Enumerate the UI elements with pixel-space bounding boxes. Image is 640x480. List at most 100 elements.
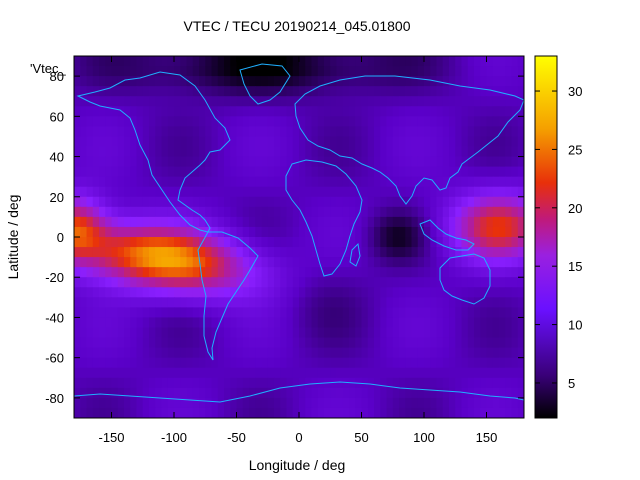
heatmap-cell	[174, 287, 181, 298]
heatmap-cell	[417, 196, 425, 208]
heatmap-cell	[186, 247, 194, 258]
heatmap-cell	[336, 56, 344, 67]
heatmap-cell	[336, 156, 344, 168]
heatmap-cell	[274, 407, 281, 418]
heatmap-cell	[461, 357, 469, 369]
heatmap-cell	[92, 166, 100, 178]
heatmap-cell	[130, 156, 138, 168]
heatmap-cell	[330, 96, 338, 107]
heatmap-cell	[517, 297, 524, 308]
heatmap-cell	[142, 56, 150, 67]
heatmap-cell	[117, 196, 125, 208]
heatmap-cell	[286, 146, 294, 158]
heatmap-cell	[305, 126, 313, 138]
heatmap-cell	[217, 126, 225, 138]
heatmap-cell	[161, 136, 169, 148]
heatmap-cell	[317, 237, 325, 248]
heatmap-cell	[336, 96, 344, 107]
heatmap-cell	[274, 377, 281, 389]
heatmap-cell	[224, 76, 231, 87]
heatmap-cell	[99, 277, 106, 288]
heatmap-cell	[255, 407, 263, 418]
heatmap-cell	[261, 357, 269, 369]
heatmap-cell	[449, 247, 456, 258]
heatmap-cell	[436, 347, 444, 359]
heatmap-cell	[80, 367, 88, 379]
heatmap-cell	[492, 277, 500, 288]
heatmap-cell	[380, 287, 388, 298]
heatmap-cell	[267, 86, 275, 97]
heatmap-cell	[405, 387, 413, 399]
heatmap-cell	[92, 206, 100, 218]
heatmap-cell	[480, 196, 488, 208]
heatmap-cell	[192, 307, 200, 319]
heatmap-cell	[261, 226, 269, 238]
heatmap-cell	[142, 76, 150, 87]
heatmap-cell	[342, 377, 350, 389]
heatmap-cell	[186, 206, 194, 218]
heatmap-cell	[155, 206, 163, 218]
heatmap-cell	[411, 166, 419, 178]
heatmap-cell	[411, 216, 419, 228]
heatmap-cell	[117, 357, 125, 369]
heatmap-cell	[467, 307, 475, 319]
heatmap-cell	[142, 96, 150, 107]
heatmap-cell	[299, 337, 306, 349]
heatmap-cell	[224, 86, 231, 97]
heatmap-cell	[430, 277, 438, 288]
heatmap-cell	[111, 176, 119, 188]
heatmap-cell	[330, 367, 338, 379]
heatmap-cell	[261, 66, 269, 77]
heatmap-cell	[242, 357, 250, 369]
heatmap-cell	[349, 347, 356, 359]
heatmap-cell	[374, 267, 381, 278]
heatmap-cell	[192, 237, 200, 248]
heatmap-cell	[86, 297, 94, 308]
heatmap-cell	[217, 86, 225, 97]
heatmap-cell	[455, 206, 463, 218]
heatmap-cell	[461, 397, 469, 409]
heatmap-cell	[267, 377, 275, 389]
heatmap-cell	[424, 367, 431, 379]
heatmap-cell	[336, 377, 344, 389]
heatmap-cell	[117, 176, 125, 188]
heatmap-cell	[492, 347, 500, 359]
heatmap-cell	[355, 357, 363, 369]
heatmap-cell	[224, 216, 231, 228]
heatmap-cell	[74, 297, 81, 308]
heatmap-cell	[474, 277, 481, 288]
heatmap-cell	[199, 126, 206, 138]
heatmap-cell	[405, 206, 413, 218]
heatmap-cell	[367, 357, 375, 369]
heatmap-cell	[142, 196, 150, 208]
heatmap-cell	[99, 237, 106, 248]
heatmap-cell	[92, 96, 100, 107]
heatmap-cell	[255, 76, 263, 87]
heatmap-cell	[217, 106, 225, 117]
heatmap-cell	[436, 206, 444, 218]
heatmap-cell	[511, 297, 519, 308]
heatmap-cell	[180, 56, 188, 67]
heatmap-cell	[442, 156, 450, 168]
heatmap-cell	[180, 116, 188, 127]
heatmap-cell	[311, 86, 319, 97]
heatmap-cell	[380, 357, 388, 369]
heatmap-cell	[230, 196, 238, 208]
heatmap-cell	[236, 176, 244, 188]
heatmap-cell	[230, 247, 238, 258]
heatmap-cell	[117, 216, 125, 228]
heatmap-cell	[411, 136, 419, 148]
heatmap-cell	[361, 226, 369, 238]
heatmap-cell	[80, 96, 88, 107]
heatmap-cell	[436, 257, 444, 268]
heatmap-cell	[86, 66, 94, 77]
heatmap-cell	[517, 407, 524, 418]
heatmap-cell	[449, 407, 456, 418]
heatmap-cell	[417, 136, 425, 148]
heatmap-cell	[274, 186, 281, 198]
heatmap-cell	[199, 86, 206, 97]
heatmap-cell	[280, 56, 288, 67]
heatmap-cell	[174, 116, 181, 127]
heatmap-cell	[242, 297, 250, 308]
heatmap-cell	[236, 407, 244, 418]
